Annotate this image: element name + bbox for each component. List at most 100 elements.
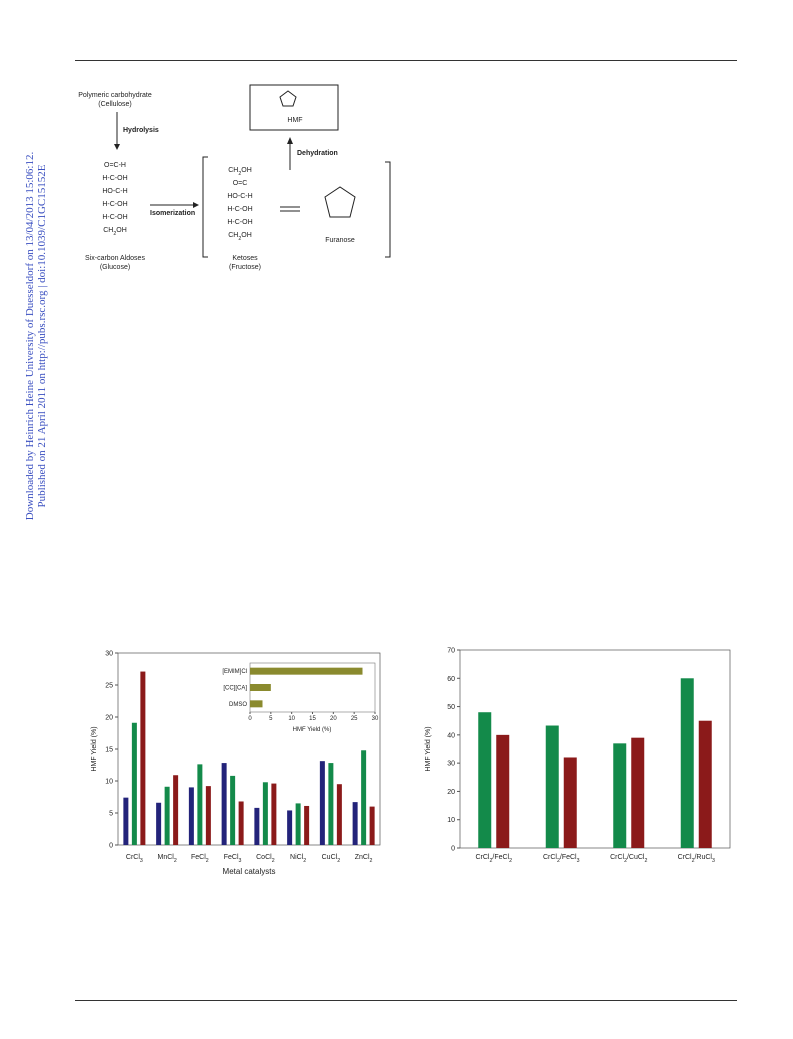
y-tick-label: DMSO — [229, 702, 247, 708]
label: Hydrolysis — [123, 127, 159, 134]
x-tick-label: CrCl2/FeCl2 — [475, 854, 512, 864]
label: Ketoses — [232, 255, 258, 262]
label: (Fructose) — [229, 264, 261, 271]
bar — [188, 787, 194, 845]
bar — [250, 700, 263, 708]
bar — [478, 712, 492, 848]
x-tick-label: MnCl2 — [157, 854, 176, 864]
x-tick-label: FeCl2 — [191, 854, 209, 864]
bar — [287, 810, 293, 845]
top-rule — [75, 60, 737, 61]
bar — [230, 775, 236, 845]
y-tick-label: 70 — [447, 648, 455, 655]
y-tick-label: 0 — [451, 846, 455, 853]
label: Isomerization — [150, 210, 195, 217]
x-tick-label: 30 — [372, 716, 379, 722]
ring — [324, 186, 356, 218]
bar — [613, 743, 627, 848]
chart: HMF Yield (%) 0 10 20 30 40 50 60 70 CrCl2/FeCl2… — [425, 648, 731, 864]
y-tick-label: 0 — [109, 843, 113, 850]
structure-row: H-C-OH — [227, 219, 252, 226]
x-tick-label: CrCl2/CuCl2 — [610, 854, 647, 864]
structure-row: H-C-OH — [102, 175, 127, 182]
bar — [319, 761, 325, 845]
bar — [295, 803, 301, 845]
bar — [336, 784, 342, 845]
bottom-rule — [75, 1000, 737, 1001]
arrow-head — [287, 137, 293, 144]
x-tick-label: CrCl3 — [126, 854, 143, 864]
label: Polymeric carbohydrate — [78, 92, 152, 99]
y-tick-label: 10 — [447, 817, 455, 824]
bar — [271, 783, 277, 845]
x-tick-label: 5 — [269, 716, 273, 722]
bar — [156, 802, 162, 845]
bar — [173, 775, 179, 845]
x-tick-label: FeCl3 — [224, 854, 242, 864]
bar — [369, 806, 375, 845]
y-tick-label: 5 — [109, 811, 113, 818]
sidebar-line: Published on 21 April 2011 on http://pub… — [36, 164, 48, 508]
label: HMF — [287, 117, 302, 124]
x-tick-label: CrCl2/FeCl3 — [543, 854, 580, 864]
y-tick-label: 30 — [105, 651, 113, 658]
y-tick-label: [CC][CA] — [223, 686, 247, 692]
structure-row: H-C-OH — [102, 201, 127, 208]
bar — [164, 786, 170, 845]
structure-row: HO-C-H — [227, 193, 252, 200]
y-tick-label: 30 — [447, 761, 455, 768]
bar — [250, 667, 363, 675]
bar — [496, 734, 510, 848]
x-axis-label: Metal catalysts — [223, 867, 276, 876]
bar — [680, 678, 694, 848]
bar — [221, 763, 227, 845]
bar — [250, 684, 271, 691]
bar — [205, 786, 211, 845]
sidebar-line: Downloaded by Heinrich Heine University … — [24, 151, 36, 521]
y-tick-label: 20 — [447, 789, 455, 796]
y-tick-label: 15 — [105, 747, 113, 754]
structure-row: H-C-OH — [227, 206, 252, 213]
label: Six-carbon Aldoses — [85, 255, 145, 262]
box — [249, 84, 339, 131]
y-tick-label: 20 — [105, 715, 113, 722]
arrow-head — [114, 144, 120, 150]
ring — [279, 90, 297, 107]
bar — [361, 750, 367, 845]
inset-x-label: HMF Yield (%) — [293, 727, 332, 733]
label: Dehydration — [297, 150, 338, 157]
bar — [545, 725, 559, 848]
bar — [352, 802, 358, 845]
label: Furanose — [325, 237, 355, 244]
arrow-head — [193, 202, 199, 208]
y-tick-label: 50 — [447, 704, 455, 711]
y-tick-label: 10 — [105, 779, 113, 786]
bar — [262, 782, 268, 845]
bar — [131, 722, 137, 845]
equilibrium — [280, 206, 300, 212]
x-tick-label: NiCl2 — [290, 854, 306, 864]
structure-row: O=C-H — [104, 162, 126, 169]
structure-row: O=C — [233, 180, 248, 187]
structure-row: H-C-OH — [102, 214, 127, 221]
structure-row: CH2OH — [228, 167, 252, 177]
x-tick-label: 25 — [351, 716, 358, 722]
bar — [563, 757, 577, 848]
bar — [140, 671, 146, 845]
y-axis-label: HMF Yield (%) — [91, 726, 98, 771]
label: (Glucose) — [100, 264, 130, 271]
plot-area — [459, 649, 731, 849]
structure-row: HO-C-H — [102, 188, 127, 195]
x-tick-label: ZnCl2 — [355, 854, 373, 864]
bar — [328, 763, 334, 845]
scheme: Polymeric carbohydrate (Cellulose) Hydro… — [78, 84, 391, 271]
label: (Cellulose) — [98, 101, 131, 108]
bar — [197, 764, 203, 845]
x-tick-label: 0 — [248, 716, 252, 722]
x-tick-label: CrCl2/RuCl3 — [678, 854, 715, 864]
y-tick-label: [EMIM]Cl — [222, 669, 247, 675]
bar — [698, 720, 712, 848]
chart: HMF Yield (%) Metal catalysts HMF Yield … — [91, 651, 381, 876]
y-tick-label: 25 — [105, 683, 113, 690]
